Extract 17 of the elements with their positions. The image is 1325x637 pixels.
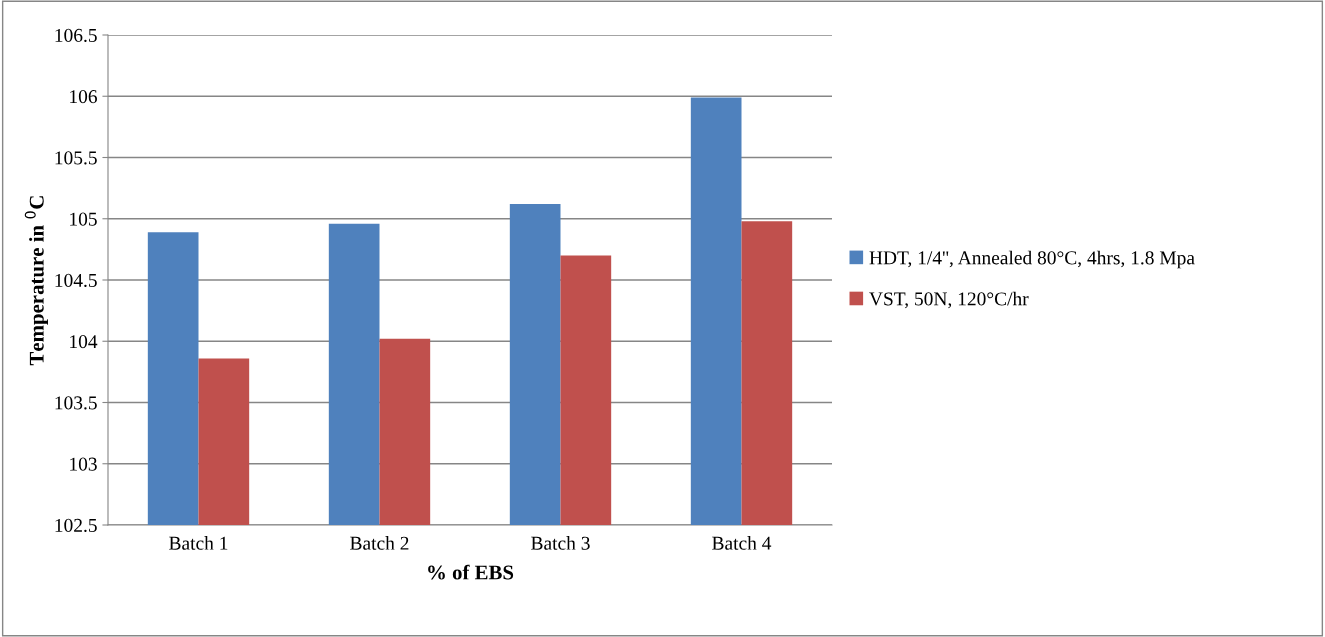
- legend-label: HDT, 1/4'', Annealed 80°C, 4hrs, 1.8 Mpa: [869, 250, 1195, 269]
- legend-label: VST, 50N, 120°C/hr: [869, 291, 1029, 309]
- y-tick-label: 106: [70, 90, 97, 104]
- y-tick-label: 103.5: [55, 396, 97, 410]
- y-tick-label: 105.5: [55, 151, 97, 165]
- x-tick-label: Batch 2: [350, 536, 409, 550]
- x-tick-label: Batch 3: [531, 536, 590, 550]
- x-axis-title: % of EBS: [428, 564, 514, 580]
- y-tick-label: 102.5: [55, 518, 97, 533]
- y-axis-title: Temperature in $^{0}$C: [24, 196, 48, 366]
- y-tick-label: 104: [70, 335, 98, 349]
- y-tick-label: 104.5: [55, 273, 97, 288]
- y-tick-label: 103: [70, 457, 97, 471]
- x-tick-label: Batch 1: [169, 536, 228, 550]
- y-tick-label: 106.5: [55, 28, 97, 43]
- y-tick-label: 105: [70, 212, 97, 226]
- x-tick-label: Batch 4: [712, 536, 772, 550]
